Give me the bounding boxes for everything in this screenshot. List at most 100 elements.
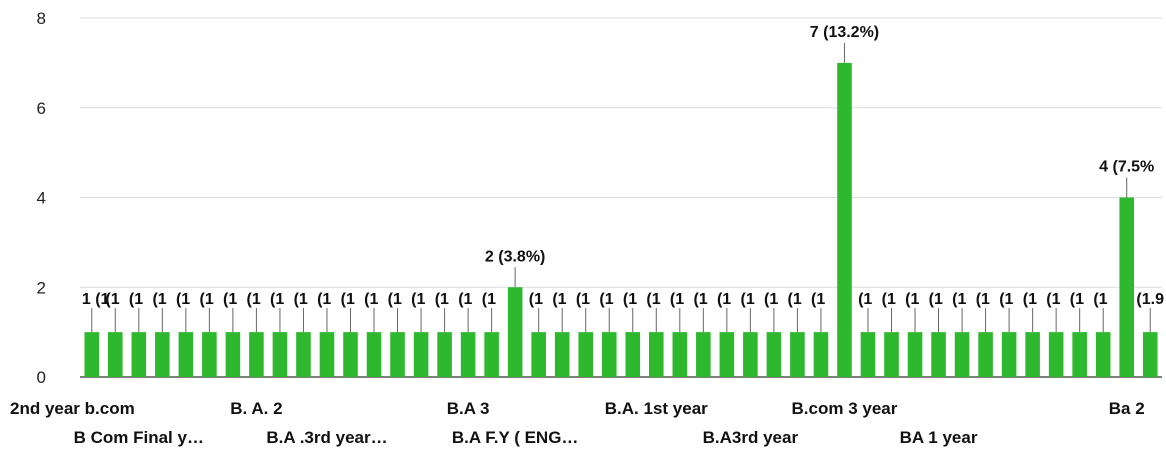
data-label: (1: [646, 291, 660, 308]
data-label: (1: [811, 291, 825, 308]
bar: [648, 332, 664, 377]
bar: [554, 332, 570, 377]
bar: [343, 332, 358, 377]
data-label: 2 (3.8%): [485, 248, 545, 265]
x-tick-label: Ba 2: [1109, 399, 1145, 418]
bar: [225, 332, 241, 377]
x-tick-label: B.A. 1st year: [605, 399, 708, 418]
bar: [155, 332, 170, 377]
data-label: (1: [1070, 291, 1084, 308]
bar: [1048, 332, 1064, 377]
bar: [672, 332, 688, 377]
bar: [860, 332, 876, 377]
data-label: (1: [858, 291, 872, 308]
bar: [907, 332, 923, 377]
bar: [931, 332, 946, 377]
y-axis-ticks: 0 2 4 6 8: [37, 9, 46, 387]
data-label: (1: [717, 291, 731, 308]
data-label: (1: [270, 291, 284, 308]
y-tick-label: 0: [37, 368, 46, 387]
bar: [484, 332, 499, 377]
bar: [1119, 197, 1135, 377]
bar: [743, 332, 758, 377]
bar: [178, 332, 194, 377]
x-tick-label: B.A3rd year: [703, 428, 799, 447]
data-label: (1: [482, 291, 496, 308]
bar: [884, 332, 899, 377]
data-label: (1: [1046, 291, 1060, 308]
bar: [1025, 332, 1040, 377]
y-tick-label: 2: [37, 278, 46, 297]
bar: [413, 332, 429, 377]
x-tick-label: B. A. 2: [230, 399, 282, 418]
bar: [766, 332, 782, 377]
data-label: (1: [552, 291, 566, 308]
data-label: (1: [788, 291, 802, 308]
data-label: 1 (1: [82, 291, 110, 308]
x-tick-label: B Com Final y…: [74, 428, 204, 447]
bar: [366, 332, 382, 377]
bar: [578, 332, 594, 377]
data-label: (1: [199, 291, 213, 308]
bar: [1001, 332, 1017, 377]
bar: [131, 332, 147, 377]
bar: [1095, 332, 1111, 377]
bar: [202, 332, 217, 377]
bar: [507, 287, 523, 377]
data-label: (1: [458, 291, 472, 308]
data-label: (1: [176, 291, 190, 308]
bar: [719, 332, 735, 377]
bar: [1072, 332, 1087, 377]
x-tick-label: B.A .3rd year…: [266, 428, 387, 447]
data-label: (1: [529, 291, 543, 308]
bar: [296, 332, 311, 377]
x-tick-label: B.A 3: [447, 399, 490, 418]
y-tick-label: 6: [37, 99, 46, 118]
bar: [84, 332, 100, 377]
data-label: (1: [670, 291, 684, 308]
data-label: (1: [152, 291, 166, 308]
data-label: (1: [693, 291, 707, 308]
bar: [625, 332, 641, 377]
bar: [978, 332, 993, 377]
data-label: (1: [905, 291, 919, 308]
bar: [954, 332, 970, 377]
data-label: (1: [411, 291, 425, 308]
gridlines: [80, 17, 1162, 378]
y-tick-label: 8: [37, 9, 46, 28]
data-label: (1: [882, 291, 896, 308]
data-label: (1: [740, 291, 754, 308]
data-label: (1: [388, 291, 402, 308]
data-label: (1: [294, 291, 308, 308]
data-label: (1: [623, 291, 637, 308]
x-tick-label: 2nd year b.com: [10, 399, 135, 418]
data-label: 4 (7.5%: [1099, 159, 1154, 176]
data-label: (1: [317, 291, 331, 308]
bar: [813, 332, 829, 377]
bar: [531, 332, 546, 377]
bar: [837, 62, 852, 377]
data-label: (1: [929, 291, 943, 308]
x-tick-label: BA 1 year: [900, 428, 978, 447]
bar: [249, 332, 264, 377]
x-tick-label: B.A F.Y ( ENG…: [452, 428, 579, 447]
data-label: (1: [247, 291, 261, 308]
data-label: (1: [576, 291, 590, 308]
data-label: (1: [341, 291, 355, 308]
y-tick-label: 4: [37, 189, 46, 208]
bar: [319, 332, 335, 377]
data-label: (1: [976, 291, 990, 308]
data-label: (1: [435, 291, 449, 308]
bar: [696, 332, 711, 377]
bar: [1142, 332, 1158, 377]
data-label: (1: [999, 291, 1013, 308]
data-label: (1: [764, 291, 778, 308]
category-labels: 2nd year b.com B Com Final y… B. A. 2 B.A .…: [10, 399, 1145, 447]
bar: [107, 332, 123, 377]
x-tick-label: B.com 3 year: [792, 399, 898, 418]
bar: [790, 332, 805, 377]
bar: [437, 332, 452, 377]
data-label: 7 (13.2%): [810, 24, 879, 41]
data-label: (1: [223, 291, 237, 308]
